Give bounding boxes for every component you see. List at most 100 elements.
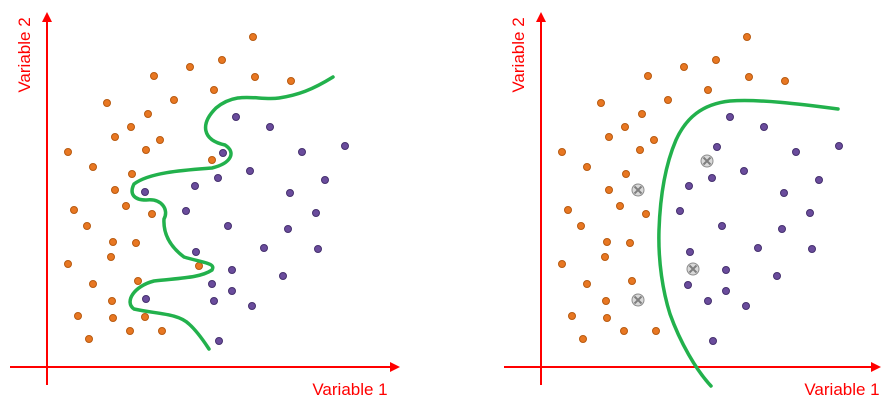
orange-point — [603, 314, 611, 322]
orange-point — [601, 253, 609, 261]
purple-point — [141, 188, 149, 196]
orange-point — [664, 96, 672, 104]
orange-point — [621, 123, 629, 131]
purple-point — [676, 207, 684, 215]
orange-point — [564, 206, 572, 214]
orange-point — [781, 77, 789, 85]
purple-point — [286, 189, 294, 197]
orange-point — [64, 260, 72, 268]
purple-point — [808, 245, 816, 253]
purple-point — [248, 302, 256, 310]
purple-point — [260, 244, 268, 252]
purple-point — [685, 182, 693, 190]
orange-point — [142, 146, 150, 154]
orange-point — [558, 148, 566, 156]
orange-point — [170, 96, 178, 104]
left-diagram: Variable 2 Variable 1 — [0, 0, 420, 400]
purple-point — [773, 272, 781, 280]
orange-point — [704, 86, 712, 94]
purple-point — [215, 337, 223, 345]
purple-point — [192, 248, 200, 256]
orange-point — [109, 238, 117, 246]
purple-point — [740, 167, 748, 175]
orange-point — [111, 186, 119, 194]
purple-point — [191, 182, 199, 190]
purple-point — [279, 272, 287, 280]
purple-point — [713, 143, 721, 151]
purple-point — [341, 142, 349, 150]
orange-point — [251, 73, 259, 81]
orange-point — [128, 170, 136, 178]
orange-point — [583, 280, 591, 288]
purple-point — [718, 222, 726, 230]
purple-point — [228, 266, 236, 274]
purple-point — [321, 176, 329, 184]
purple-point — [298, 148, 306, 156]
orange-point — [605, 186, 613, 194]
orange-point — [158, 327, 166, 335]
orange-point — [134, 277, 142, 285]
unknown-point-x-icon — [700, 154, 714, 168]
orange-point — [626, 239, 634, 247]
unknown-point-x-icon — [631, 183, 645, 197]
x-axis-label: Variable 1 — [312, 380, 387, 399]
orange-point — [249, 33, 257, 41]
orange-point — [712, 56, 720, 64]
x-axis-label: Variable 1 — [804, 380, 879, 399]
orange-points — [64, 33, 295, 343]
purple-point — [208, 280, 216, 288]
orange-point — [605, 133, 613, 141]
purple-point — [686, 248, 694, 256]
orange-point — [602, 297, 610, 305]
orange-point — [144, 110, 152, 118]
orange-point — [650, 136, 658, 144]
purple-point — [210, 297, 218, 305]
orange-point — [622, 170, 630, 178]
orange-point — [126, 327, 134, 335]
purple-point — [182, 207, 190, 215]
orange-point — [141, 313, 149, 321]
purple-point — [684, 281, 692, 289]
unknown-points — [631, 154, 714, 307]
orange-point — [108, 297, 116, 305]
orange-point — [83, 222, 91, 230]
orange-point — [132, 239, 140, 247]
purple-point — [284, 225, 292, 233]
orange-point — [148, 210, 156, 218]
unknown-point-x-icon — [631, 293, 645, 307]
orange-point — [644, 72, 652, 80]
orange-point — [122, 202, 130, 210]
orange-point — [85, 335, 93, 343]
orange-point — [628, 277, 636, 285]
purple-point — [232, 113, 240, 121]
purple-point — [266, 123, 274, 131]
orange-point — [642, 210, 650, 218]
right-diagram-canvas: Variable 2 Variable 1 — [504, 12, 881, 399]
purple-points — [676, 113, 843, 345]
orange-point — [597, 99, 605, 107]
orange-point — [109, 314, 117, 322]
purple-point — [704, 297, 712, 305]
orange-point — [111, 133, 119, 141]
orange-point — [638, 110, 646, 118]
orange-point — [636, 146, 644, 154]
purple-point — [780, 189, 788, 197]
orange-point — [603, 238, 611, 246]
purple-point — [760, 123, 768, 131]
orange-point — [107, 253, 115, 261]
smooth-decision-boundary — [657, 98, 840, 388]
purple-point — [312, 209, 320, 217]
orange-point — [218, 56, 226, 64]
orange-point — [103, 99, 111, 107]
purple-point — [726, 113, 734, 121]
right-diagram: Variable 2 Variable 1 — [460, 0, 881, 400]
orange-point — [89, 163, 97, 171]
orange-point — [150, 72, 158, 80]
purple-point — [792, 148, 800, 156]
purple-point — [722, 266, 730, 274]
orange-point — [577, 222, 585, 230]
overfit-decision-boundary — [128, 75, 335, 351]
orange-point — [127, 123, 135, 131]
orange-points — [558, 33, 789, 343]
purple-point — [722, 287, 730, 295]
